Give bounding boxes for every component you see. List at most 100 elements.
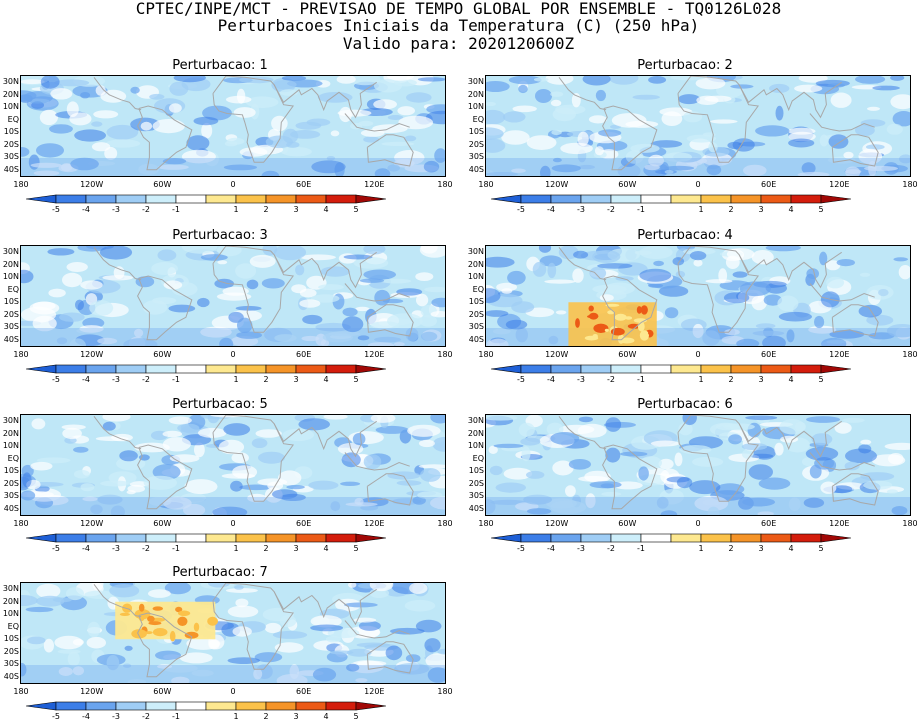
map-panel: Perturbacao: 2 30N 20N 10N EQ 10S 20S 30S 40S 180… [465, 58, 917, 218]
lon-tick-label: 120W [545, 350, 569, 359]
lat-tick-label: 40S [468, 334, 484, 344]
colorbar-segment [610, 364, 642, 374]
lon-tick-label: 0 [695, 350, 701, 359]
colorbar-segment [145, 194, 177, 204]
colorbar-label: -3 [577, 375, 585, 384]
map-panel: Perturbacao: 1 30N 20N 10N EQ 10S 20S 30S 40S 180… [0, 58, 453, 218]
colorbar-segment [175, 533, 207, 543]
lon-tick-label: 180 [13, 180, 29, 189]
colorbar-label: 3 [293, 712, 298, 721]
lon-tick-label: 60E [296, 350, 312, 359]
lat-tick-label: EQ [472, 453, 484, 463]
lat-tick-label: EQ [472, 114, 484, 124]
lon-tick-label: 0 [230, 180, 236, 189]
lon-tick-label: 60E [296, 519, 312, 528]
map-frame [20, 75, 446, 177]
panel-title: Perturbacao: 1 [172, 58, 268, 73]
lon-tick-label: 120E [364, 350, 385, 359]
lat-tick-label: 20N [467, 259, 484, 269]
colorbar-label: -5 [517, 205, 525, 214]
lon-tick-label: 60E [761, 519, 777, 528]
lon-tick-label: 180 [478, 519, 494, 528]
lon-tick-label: 180 [437, 687, 453, 696]
colorbar-label: 2 [263, 205, 268, 214]
colorbar-arrow-low [25, 701, 57, 711]
lat-tick-label: EQ [7, 621, 19, 631]
colorbar-segment [670, 533, 702, 543]
lat-tick-label: 10S [3, 466, 19, 475]
lon-tick-label: 120W [80, 687, 104, 696]
colorbar-label: -4 [547, 205, 555, 214]
colorbar-label: -2 [142, 205, 150, 214]
colorbar-segment [700, 194, 732, 204]
colorbar-label: 5 [353, 375, 358, 384]
colorbar-label: -5 [517, 375, 525, 384]
lat-tick-label: 10S [3, 297, 19, 306]
colorbar-container: -5 -4 -3 -2 -1 1 2 3 4 5 [25, 193, 387, 217]
temperature-field [21, 76, 445, 176]
lon-tick-label: 180 [902, 350, 917, 359]
colorbar-label: -5 [52, 712, 60, 721]
lat-tick-label: 10N [2, 272, 19, 281]
colorbar-label: 4 [788, 375, 793, 384]
map-canvas [21, 415, 445, 515]
lon-tick-label: 0 [230, 687, 236, 696]
colorbar-label: 5 [353, 544, 358, 553]
colorbar-segment [235, 533, 267, 543]
lon-tick-label: 120W [80, 180, 104, 189]
lat-tick-label: 30N [2, 416, 19, 425]
lon-tick-label: 0 [230, 519, 236, 528]
map-canvas [486, 76, 910, 176]
colorbar-segment [85, 701, 117, 711]
colorbar-arrow-low [25, 533, 57, 543]
lat-tick-label: 40S [468, 164, 484, 174]
colorbar-arrow-high [355, 364, 387, 374]
lat-tick-label: 10N [2, 441, 19, 450]
colorbar-segment [235, 701, 267, 711]
colorbar-segment [85, 194, 117, 204]
lat-tick-label: 40S [3, 671, 19, 681]
colorbar-container: -5 -4 -3 -2 -1 1 2 3 4 5 [25, 363, 387, 387]
lon-tick-label: 60W [153, 687, 172, 696]
colorbar-label: 2 [263, 712, 268, 721]
colorbar-segment [55, 364, 87, 374]
lon-tick-label: 60W [153, 350, 172, 359]
temperature-field [21, 246, 445, 346]
coastlines [558, 76, 879, 171]
lon-tick-label: 120E [364, 180, 385, 189]
colorbar-label: -2 [142, 544, 150, 553]
colorbar-segment [235, 194, 267, 204]
lat-tick-label: 20S [3, 478, 19, 488]
lat-tick-label: 40S [3, 164, 19, 174]
temperature-field [21, 583, 445, 683]
colorbar-label: 5 [353, 205, 358, 214]
colorbar-segment [295, 194, 327, 204]
lon-tick-label: 60W [153, 519, 172, 528]
colorbar: -5 -4 -3 -2 -1 1 2 3 4 5 [490, 364, 852, 384]
colorbar-segment [205, 533, 237, 543]
lon-tick-label: 60E [296, 687, 312, 696]
colorbar-segment [640, 533, 672, 543]
colorbar-label: -5 [517, 544, 525, 553]
lon-tick-label: 180 [478, 180, 494, 189]
lon-tick-label: 180 [902, 180, 917, 189]
colorbar-label: -4 [547, 544, 555, 553]
lat-tick-label: 30S [3, 152, 19, 161]
lon-tick-label: 120W [80, 350, 104, 359]
map-canvas [486, 415, 910, 515]
map-canvas [21, 246, 445, 346]
colorbar-label: 2 [263, 544, 268, 553]
lon-tick-label: 180 [437, 519, 453, 528]
panel-title: Perturbacao: 4 [637, 228, 733, 243]
lat-tick-label: 20S [468, 139, 484, 149]
colorbar-container: -5 -4 -3 -2 -1 1 2 3 4 5 [490, 363, 852, 387]
map-frame [485, 245, 911, 347]
coastlines [93, 76, 414, 171]
colorbar-container: -5 -4 -3 -2 -1 1 2 3 4 5 [490, 193, 852, 217]
lon-tick-label: 120E [829, 350, 850, 359]
colorbar-arrow-high [355, 701, 387, 711]
colorbar-label: 3 [758, 544, 763, 553]
colorbar-segment [550, 533, 582, 543]
lat-tick-label: 10S [468, 297, 484, 306]
colorbar-segment [295, 533, 327, 543]
